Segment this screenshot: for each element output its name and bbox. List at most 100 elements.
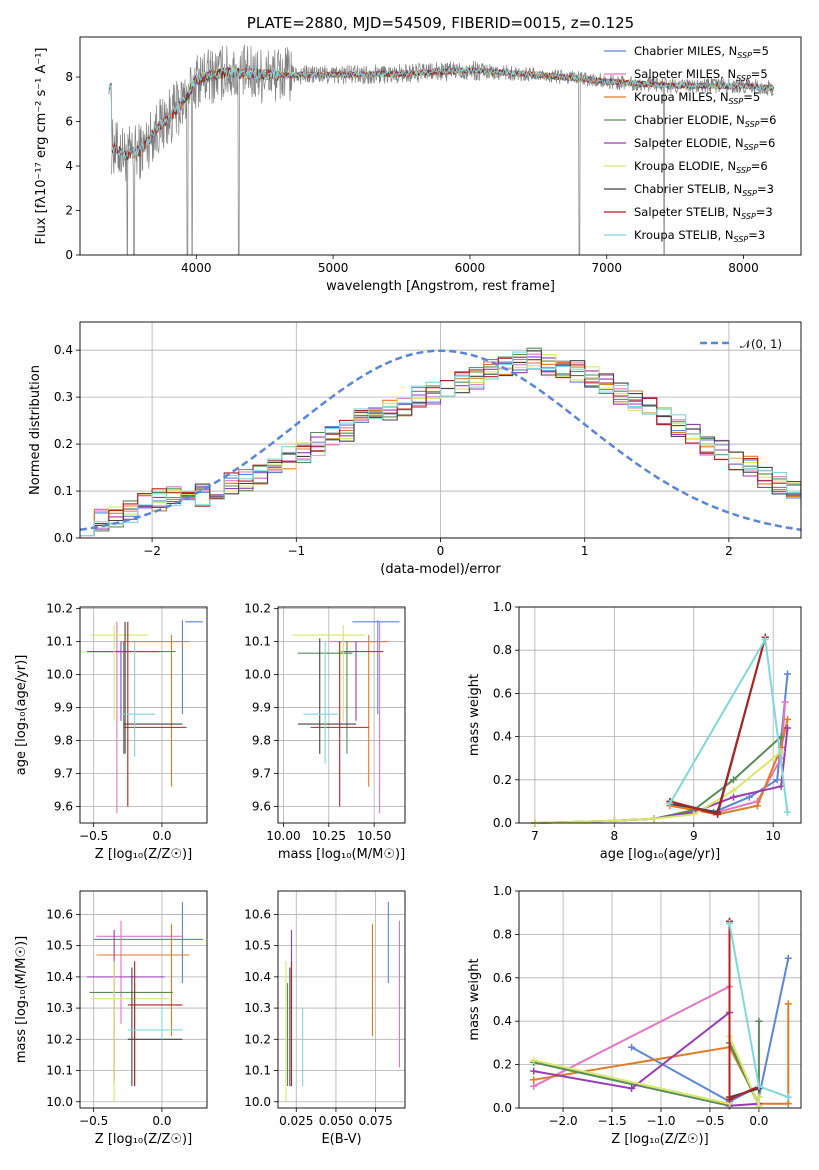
x-axis-label: mass [log₁₀(M/M☉)] bbox=[278, 847, 405, 862]
x-axis-label: E(B-V) bbox=[321, 1132, 361, 1147]
x-axis-label: wavelength [Angstrom, rest frame] bbox=[326, 279, 555, 294]
normal-curve bbox=[80, 349, 801, 532]
weight-marker bbox=[777, 733, 785, 741]
model-spectrum bbox=[108, 67, 774, 160]
y-tick-label: 9.8 bbox=[54, 734, 73, 748]
x-tick-label: −0.5 bbox=[79, 1114, 108, 1128]
legend-entry: Kroupa STELIB, NSSP=3 bbox=[634, 228, 765, 244]
x-axis-label: (data-model)/error bbox=[380, 562, 501, 577]
x-tick-label: 8000 bbox=[728, 261, 759, 275]
y-tick-label: 10.0 bbox=[46, 1095, 73, 1109]
y-tick-label: 10.3 bbox=[244, 1001, 271, 1015]
histogram-series bbox=[80, 354, 801, 537]
weight-marker bbox=[690, 810, 698, 818]
weight-marker bbox=[784, 1000, 792, 1008]
axes-frame bbox=[518, 606, 802, 824]
weight-marker bbox=[628, 1084, 636, 1092]
x-tick-label: 7 bbox=[531, 829, 539, 843]
weight-marker bbox=[773, 776, 781, 784]
x-tick-label: −1.5 bbox=[597, 1114, 626, 1128]
y-tick-label: 0.4 bbox=[493, 730, 512, 744]
weight-series bbox=[669, 673, 789, 814]
y-tick-label: 10.6 bbox=[244, 907, 271, 921]
chart-title: PLATE=2880, MJD=54509, FIBERID=0015, z=0… bbox=[247, 14, 634, 32]
y-tick-label: 10.1 bbox=[46, 1064, 73, 1078]
legend-entry: Chabrier ELODIE, NSSP=6 bbox=[634, 113, 776, 129]
legend-entry: Kroupa MILES, NSSP=5 bbox=[634, 90, 760, 106]
y-tick-label: 10.2 bbox=[46, 602, 73, 616]
y-tick-label: 9.7 bbox=[252, 767, 271, 781]
weight-series bbox=[534, 727, 789, 824]
y-tick-label: 4 bbox=[65, 159, 73, 173]
legend-entry: Salpeter MILES, NSSP=5 bbox=[634, 67, 768, 83]
weight-marker bbox=[755, 1093, 763, 1101]
y-tick-label: 9.6 bbox=[54, 800, 73, 814]
x-tick-label: 0.0 bbox=[152, 1114, 171, 1128]
x-axis-label: Z [log₁₀(Z/Z☉)] bbox=[611, 1132, 708, 1147]
histogram-series bbox=[80, 351, 801, 537]
weight-marker bbox=[784, 954, 792, 962]
x-tick-label: 0.075 bbox=[358, 1114, 392, 1128]
weight-marker bbox=[784, 1100, 792, 1108]
y-tick-label: 0.1 bbox=[54, 484, 73, 498]
x-tick-label: 0.050 bbox=[319, 1114, 353, 1128]
axes-frame bbox=[79, 890, 208, 1109]
weight-marker bbox=[753, 802, 761, 810]
y-tick-label: 9.8 bbox=[252, 734, 271, 748]
y-tick-label: 0.4 bbox=[493, 1014, 512, 1028]
axes-frame bbox=[277, 606, 406, 824]
y-axis-label: Normed distribution bbox=[28, 365, 43, 495]
x-tick-label: −2 bbox=[143, 544, 161, 558]
x-tick-label: 7000 bbox=[591, 261, 622, 275]
legend-entry: 𝒩(0, 1) bbox=[740, 337, 782, 351]
x-tick-label: 9 bbox=[690, 829, 698, 843]
weight-marker bbox=[755, 1082, 763, 1090]
y-tick-label: 0.0 bbox=[54, 531, 73, 545]
y-tick-label: 9.7 bbox=[54, 767, 73, 781]
weight-marker bbox=[530, 1067, 538, 1075]
y-tick-label: 10.3 bbox=[46, 1001, 73, 1015]
y-tick-label: 10.1 bbox=[244, 1064, 271, 1078]
y-tick-label: 0.8 bbox=[493, 643, 512, 657]
y-tick-label: 0.3 bbox=[54, 390, 73, 404]
y-tick-label: 2 bbox=[65, 204, 73, 218]
axes-frame bbox=[79, 36, 802, 256]
y-tick-label: 1.0 bbox=[493, 884, 512, 898]
x-tick-label: 10.25 bbox=[312, 829, 346, 843]
y-tick-label: 0.0 bbox=[493, 1101, 512, 1115]
legend-entry: Chabrier MILES, NSSP=5 bbox=[634, 44, 769, 60]
spectrum-lines bbox=[108, 44, 774, 255]
weight-marker bbox=[783, 715, 791, 723]
panel-spectrum: 4000 5000 6000 7000 8000 0 2 4 6 8 wavelength [Ang… bbox=[34, 14, 802, 294]
y-tick-label: 0 bbox=[65, 248, 73, 262]
axes-frame bbox=[79, 606, 208, 824]
weight-series bbox=[533, 1036, 760, 1107]
y-tick-label: 10.0 bbox=[244, 1095, 271, 1109]
x-tick-label: −2.0 bbox=[548, 1114, 577, 1128]
x-tick-label: 0.0 bbox=[749, 1114, 768, 1128]
legend-entry: Salpeter ELODIE, NSSP=6 bbox=[634, 136, 775, 152]
weight-marker bbox=[783, 670, 791, 678]
weight-marker bbox=[781, 698, 789, 706]
x-tick-label: 0.0 bbox=[152, 829, 171, 843]
y-tick-label: 9.9 bbox=[252, 701, 271, 715]
weight-series bbox=[533, 1021, 760, 1108]
x-tick-label: 10.50 bbox=[357, 829, 391, 843]
histogram-series bbox=[80, 350, 801, 537]
y-tick-label: 10.6 bbox=[46, 907, 73, 921]
x-tick-label: 0.025 bbox=[279, 1114, 313, 1128]
model-spectrum bbox=[108, 67, 774, 161]
y-tick-label: 6 bbox=[65, 115, 73, 129]
weight-marker bbox=[761, 635, 769, 643]
weight-marker bbox=[783, 808, 791, 816]
y-tick-label: 10.1 bbox=[244, 635, 271, 649]
y-tick-label: 0.6 bbox=[493, 971, 512, 985]
y-axis-label: age [log₁₀(age/yr)] bbox=[14, 655, 29, 776]
weight-marker bbox=[650, 815, 658, 823]
y-axis-label: mass [log₁₀(M/M☉)] bbox=[14, 936, 29, 1063]
y-axis-label: mass weight bbox=[467, 958, 482, 1040]
x-tick-label: 10 bbox=[766, 829, 781, 843]
legend-entry: Kroupa ELODIE, NSSP=6 bbox=[634, 159, 768, 175]
axes-frame bbox=[79, 321, 802, 539]
